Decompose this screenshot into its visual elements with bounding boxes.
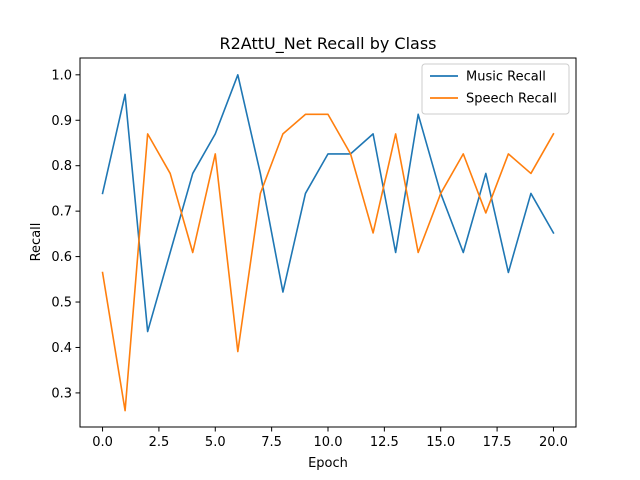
legend-label-music: Music Recall	[466, 70, 546, 85]
x-tick-label: 0.0	[92, 435, 113, 450]
y-tick-label: 0.3	[51, 386, 72, 401]
x-tick-label: 17.5	[483, 435, 512, 450]
x-tick-label: 12.5	[370, 435, 399, 450]
plot-area	[80, 58, 576, 427]
x-tick-label: 5.0	[205, 435, 226, 450]
speech-recall-line	[101, 113, 555, 412]
x-axis-ticks: 0.0 2.5 5.0 7.5 10.0 12.5 15.0 17.5 20.0	[92, 427, 568, 450]
y-axis-ticks: 0.3 0.4 0.5 0.6 0.7 0.8 0.9 1.0	[51, 68, 80, 401]
y-tick-label: 0.5	[51, 296, 72, 311]
x-tick-label: 15.0	[426, 435, 455, 450]
music-recall-line	[101, 74, 555, 333]
x-tick-label: 10.0	[314, 435, 343, 450]
y-tick-label: 0.4	[51, 341, 72, 356]
y-tick-label: 0.8	[51, 159, 72, 174]
legend: Music Recall Speech Recall	[421, 63, 570, 115]
x-tick-label: 2.5	[149, 435, 170, 450]
x-tick-label: 7.5	[261, 435, 282, 450]
legend-box	[421, 63, 570, 115]
series-layer	[101, 74, 555, 412]
x-tick-label: 20.0	[539, 435, 568, 450]
y-tick-label: 0.6	[51, 250, 72, 265]
chart-title: R2AttU_Net Recall by Class	[219, 34, 436, 54]
y-tick-label: 0.9	[51, 114, 72, 129]
y-axis-label: Recall	[29, 223, 44, 262]
x-axis-label: Epoch	[308, 456, 348, 471]
y-tick-label: 0.7	[51, 205, 72, 220]
y-tick-label: 1.0	[51, 68, 72, 83]
legend-label-speech: Speech Recall	[466, 92, 557, 107]
